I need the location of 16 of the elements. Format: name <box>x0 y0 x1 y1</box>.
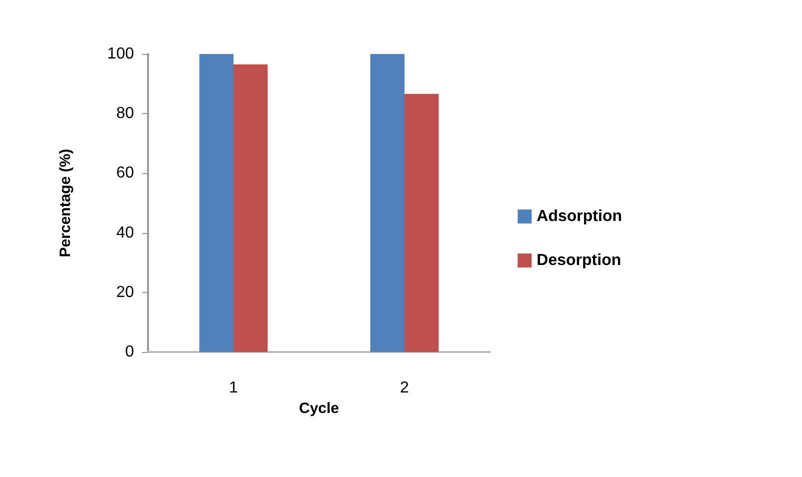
x-axis-title: Cycle <box>298 400 340 417</box>
bar <box>234 64 268 352</box>
bar <box>370 54 404 352</box>
y-tick-label: 100 <box>107 46 134 62</box>
bar <box>404 94 439 352</box>
y-axis-title: Percentage (%) <box>57 148 74 258</box>
y-tick-label: 60 <box>116 164 134 182</box>
y-tick-label: 20 <box>116 284 134 301</box>
x-tick-label: 2 <box>400 380 410 396</box>
y-tick-label: 80 <box>116 105 134 122</box>
y-tick-label: 0 <box>125 344 134 360</box>
y-tick-label: 40 <box>116 224 134 242</box>
legend-label: Desorption <box>536 252 622 269</box>
legend-label: Adsorption <box>536 208 622 225</box>
x-tick-label: 1 <box>229 380 238 396</box>
bar <box>199 54 234 352</box>
